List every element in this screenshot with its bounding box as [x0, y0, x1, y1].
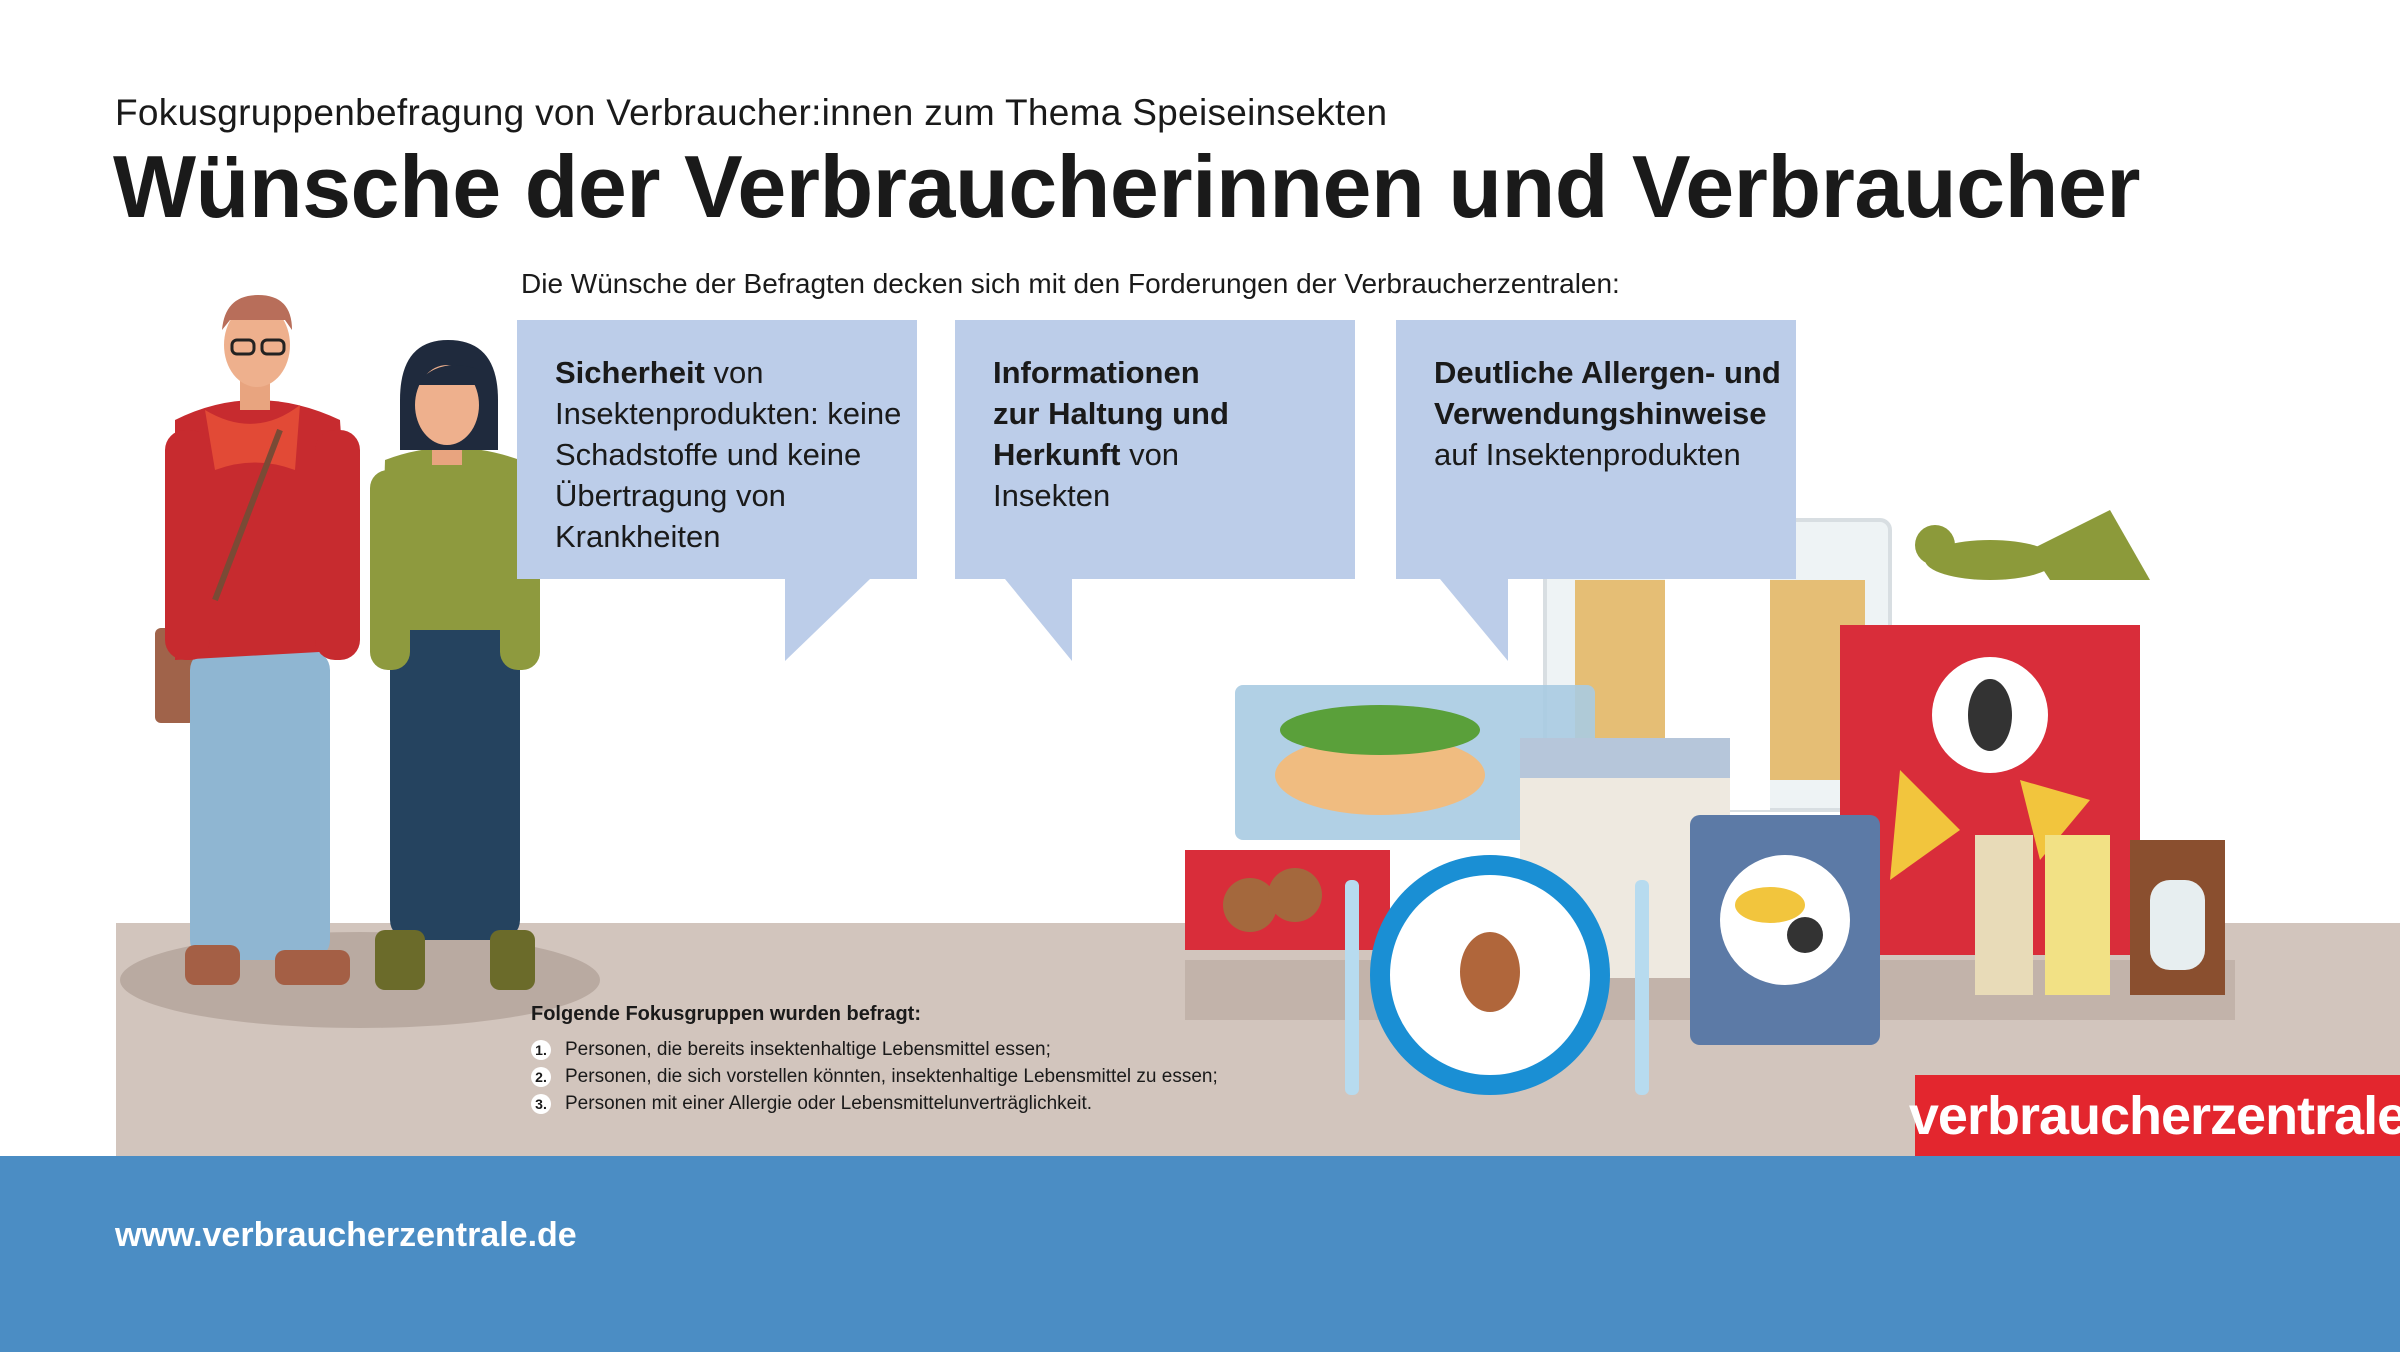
bubble-allergen-text: auf Insektenprodukten [1434, 437, 1741, 472]
list-number: 3. [531, 1093, 551, 1114]
verbraucherzentrale-logo: verbraucherzentrale [1909, 1075, 2400, 1156]
bubble-allergen-bold: Deutliche Allergen- und Verwendungshinwe… [1434, 355, 1781, 431]
list-text: Personen, die sich vorstellen könnten, i… [565, 1065, 1218, 1087]
website-link[interactable]: www.verbraucherzentrale.de [115, 1216, 577, 1254]
grasshopper-icon [1915, 510, 2150, 580]
bubble-allergen: Deutliche Allergen- und Verwendungshinwe… [1396, 320, 1796, 579]
woman-figure [370, 340, 540, 990]
footer-bar [0, 1156, 2400, 1352]
bubble-safety-text: von Insektenprodukten: keine Schadstoffe… [555, 355, 902, 554]
bubble-tail-2 [1005, 579, 1072, 661]
list-item: 3. Personen mit einer Allergie oder Leben… [531, 1090, 1218, 1117]
knife-icon [1635, 880, 1649, 1095]
fork-icon [1345, 880, 1359, 1095]
list-text: Personen mit einer Allergie oder Lebensm… [565, 1092, 1092, 1114]
bubble-safety-bold: Sicherheit [555, 355, 705, 390]
beetle-icon [1968, 679, 2012, 751]
bar-2 [2045, 835, 2110, 995]
man-figure [155, 295, 360, 985]
bubble-information-text: von Insekten [993, 437, 1180, 513]
list-item: 1. Personen, die bereits insektenhaltige … [531, 1036, 1218, 1063]
list-text: Personen, die bereits insektenhaltige Le… [565, 1038, 1051, 1060]
bar-1 [1975, 835, 2033, 995]
bubble-safety: Sicherheit von Insektenprodukten: keine … [517, 320, 917, 579]
subtitle: Fokusgruppenbefragung von Verbraucher:in… [115, 92, 1388, 133]
intro-text: Die Wünsche der Befragten decken sich mi… [521, 268, 1620, 299]
list-number: 2. [531, 1066, 551, 1087]
focus-group-notes: Folgende Fokusgruppen wurden befragt: 1.… [531, 1003, 1218, 1117]
list-number: 1. [531, 1039, 551, 1060]
notes-heading: Folgende Fokusgruppen wurden befragt: [531, 1003, 921, 1025]
bubble-information: Informationen zur Haltung und Herkunft v… [955, 320, 1355, 579]
list-item: 2. Personen, die sich vorstellen könnten,… [531, 1063, 1218, 1090]
bubble-tail-1 [785, 579, 870, 661]
bubble-information-bold: Informationen zur Haltung und Herkunft [993, 355, 1229, 472]
bubble-tail-3 [1440, 579, 1508, 661]
beetle-plate-icon [1460, 932, 1520, 1012]
page-title: Wünsche der Verbraucherinnen und Verbrau… [113, 137, 2141, 236]
insect-products [1185, 510, 2235, 1095]
